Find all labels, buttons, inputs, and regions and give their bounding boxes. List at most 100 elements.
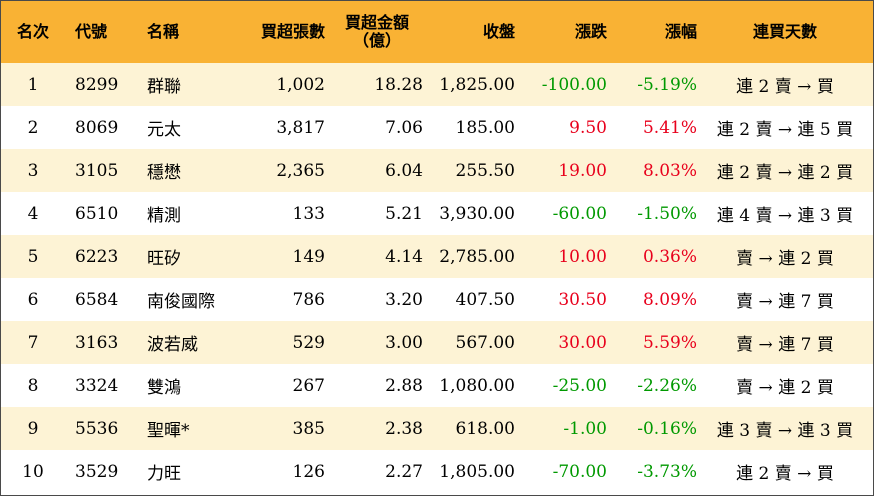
cell-change-pct: -1.50% [637, 203, 697, 224]
cell-change: -25.00 [552, 375, 607, 396]
cell-consecutive-buy-days: 賣 → 連 7 買 [736, 292, 834, 312]
cell-change-pct: 8.03% [642, 160, 697, 181]
header-net-buy-amount: 買超金額 （億） [325, 1, 423, 63]
table-row: 6 6584 南俊國際 786 3.20 407.50 30.50 8.09% 賣 → 連 7 … [1, 278, 873, 321]
cell-change-pct: 5.59% [642, 332, 697, 353]
cell-net-buy-amount: 2.38 [385, 418, 423, 439]
cell-change-pct: -2.26% [637, 375, 697, 396]
cell-name: 精測 [147, 206, 181, 226]
cell-code: 3163 [75, 332, 119, 353]
cell-net-buy-lots: 267 [292, 375, 325, 396]
table-row: 8 3324 雙鴻 267 2.88 1,080.00 -25.00 -2.26% 賣 → 連 … [1, 364, 873, 407]
cell-net-buy-amount: 3.00 [385, 332, 423, 353]
header-code: 代號 [75, 22, 108, 41]
cell-consecutive-buy-days: 連 4 賣 → 連 3 買 [716, 206, 854, 226]
cell-close: 567.00 [455, 332, 515, 353]
cell-close: 185.00 [455, 117, 515, 138]
cell-code: 3529 [75, 461, 119, 482]
cell-change-pct: 5.41% [642, 117, 697, 138]
cell-name: 力旺 [147, 464, 181, 484]
cell-close: 2,785.00 [439, 246, 515, 267]
cell-consecutive-buy-days: 連 2 賣 → 買 [736, 77, 834, 97]
cell-change: -100.00 [541, 74, 607, 95]
cell-change: 9.50 [569, 117, 607, 138]
cell-close: 407.50 [455, 289, 515, 310]
cell-change-pct: 8.09% [642, 289, 697, 310]
cell-net-buy-lots: 1,002 [276, 74, 325, 95]
cell-name: 南俊國際 [147, 292, 215, 312]
header-change: 漲跌 [574, 22, 607, 41]
cell-code: 6510 [75, 203, 119, 224]
cell-change: -1.00 [563, 418, 607, 439]
cell-change-pct: -0.16% [637, 418, 697, 439]
cell-name: 元太 [147, 120, 181, 140]
cell-close: 1,825.00 [439, 74, 515, 95]
header-name: 名稱 [147, 22, 180, 41]
header-change-pct: 漲幅 [664, 22, 697, 41]
cell-net-buy-lots: 3,817 [276, 117, 325, 138]
cell-code: 3105 [75, 160, 119, 181]
cell-net-buy-amount: 6.04 [385, 160, 423, 181]
cell-consecutive-buy-days: 連 3 賣 → 連 3 買 [716, 421, 854, 441]
cell-net-buy-lots: 133 [292, 203, 325, 224]
cell-change: -70.00 [552, 461, 607, 482]
cell-rank: 9 [27, 418, 39, 439]
cell-code: 5536 [75, 418, 119, 439]
cell-net-buy-lots: 529 [292, 332, 325, 353]
cell-change-pct: 0.36% [642, 246, 697, 267]
table-row: 2 8069 元太 3,817 7.06 185.00 9.50 5.41% 連 2 賣 → 連… [1, 106, 873, 149]
cell-name: 波若威 [147, 335, 198, 355]
cell-rank: 1 [27, 74, 39, 95]
cell-rank: 10 [22, 461, 44, 482]
cell-net-buy-lots: 2,365 [276, 160, 325, 181]
cell-consecutive-buy-days: 連 2 賣 → 連 2 買 [716, 163, 854, 183]
cell-change: 30.00 [558, 332, 607, 353]
cell-net-buy-lots: 385 [292, 418, 325, 439]
cell-name: 穩懋 [147, 163, 181, 183]
header-row: 名次 代號 名稱 買超張數 買超金額 （億） 收盤 漲跌 漲幅 連買天數 [1, 1, 873, 63]
cell-code: 6223 [75, 246, 119, 267]
cell-net-buy-amount: 7.06 [385, 117, 423, 138]
cell-close: 1,080.00 [439, 375, 515, 396]
cell-rank: 8 [27, 375, 39, 396]
cell-net-buy-lots: 786 [292, 289, 325, 310]
cell-net-buy-amount: 2.88 [385, 375, 423, 396]
cell-change: 19.00 [558, 160, 607, 181]
cell-consecutive-buy-days: 賣 → 連 2 買 [736, 249, 834, 269]
cell-net-buy-amount: 4.14 [385, 246, 423, 267]
cell-name: 雙鴻 [147, 378, 181, 398]
table-body: 1 8299 群聯 1,002 18.28 1,825.00 -100.00 -5.19% 連 … [1, 63, 873, 493]
table-row: 9 5536 聖暉* 385 2.38 618.00 -1.00 -0.16% 連 3 賣 → … [1, 407, 873, 450]
cell-name: 群聯 [147, 77, 181, 97]
cell-change: -60.00 [552, 203, 607, 224]
cell-code: 3324 [75, 375, 119, 396]
cell-close: 255.50 [455, 160, 515, 181]
cell-code: 8299 [75, 74, 119, 95]
cell-consecutive-buy-days: 賣 → 連 2 買 [736, 378, 834, 398]
cell-consecutive-buy-days: 連 2 賣 → 買 [736, 464, 834, 484]
cell-close: 3,930.00 [439, 203, 515, 224]
cell-rank: 7 [27, 332, 39, 353]
header-net-buy-amount-line2: （億） [352, 31, 401, 50]
header-net-buy-amount-line1: 買超金額 [344, 13, 409, 32]
cell-rank: 2 [27, 117, 39, 138]
table-row: 7 3163 波若威 529 3.00 567.00 30.00 5.59% 賣 → 連 7 買 [1, 321, 873, 364]
cell-rank: 3 [27, 160, 39, 181]
cell-consecutive-buy-days: 賣 → 連 7 買 [736, 335, 834, 355]
cell-net-buy-lots: 126 [292, 461, 325, 482]
table-row: 4 6510 精測 133 5.21 3,930.00 -60.00 -1.50% 連 4 賣 … [1, 192, 873, 235]
table-row: 5 6223 旺矽 149 4.14 2,785.00 10.00 0.36% 賣 → 連 2 … [1, 235, 873, 278]
cell-change: 30.50 [558, 289, 607, 310]
cell-close: 1,805.00 [439, 461, 515, 482]
cell-net-buy-amount: 3.20 [385, 289, 423, 310]
cell-net-buy-lots: 149 [292, 246, 325, 267]
header-consecutive-buy-days: 連買天數 [752, 22, 817, 41]
cell-code: 6584 [75, 289, 119, 310]
cell-change: 10.00 [558, 246, 607, 267]
cell-rank: 5 [27, 246, 39, 267]
cell-consecutive-buy-days: 連 2 賣 → 連 5 買 [716, 120, 854, 140]
header-net-buy-lots: 買超張數 [260, 22, 325, 41]
cell-net-buy-amount: 2.27 [385, 461, 423, 482]
